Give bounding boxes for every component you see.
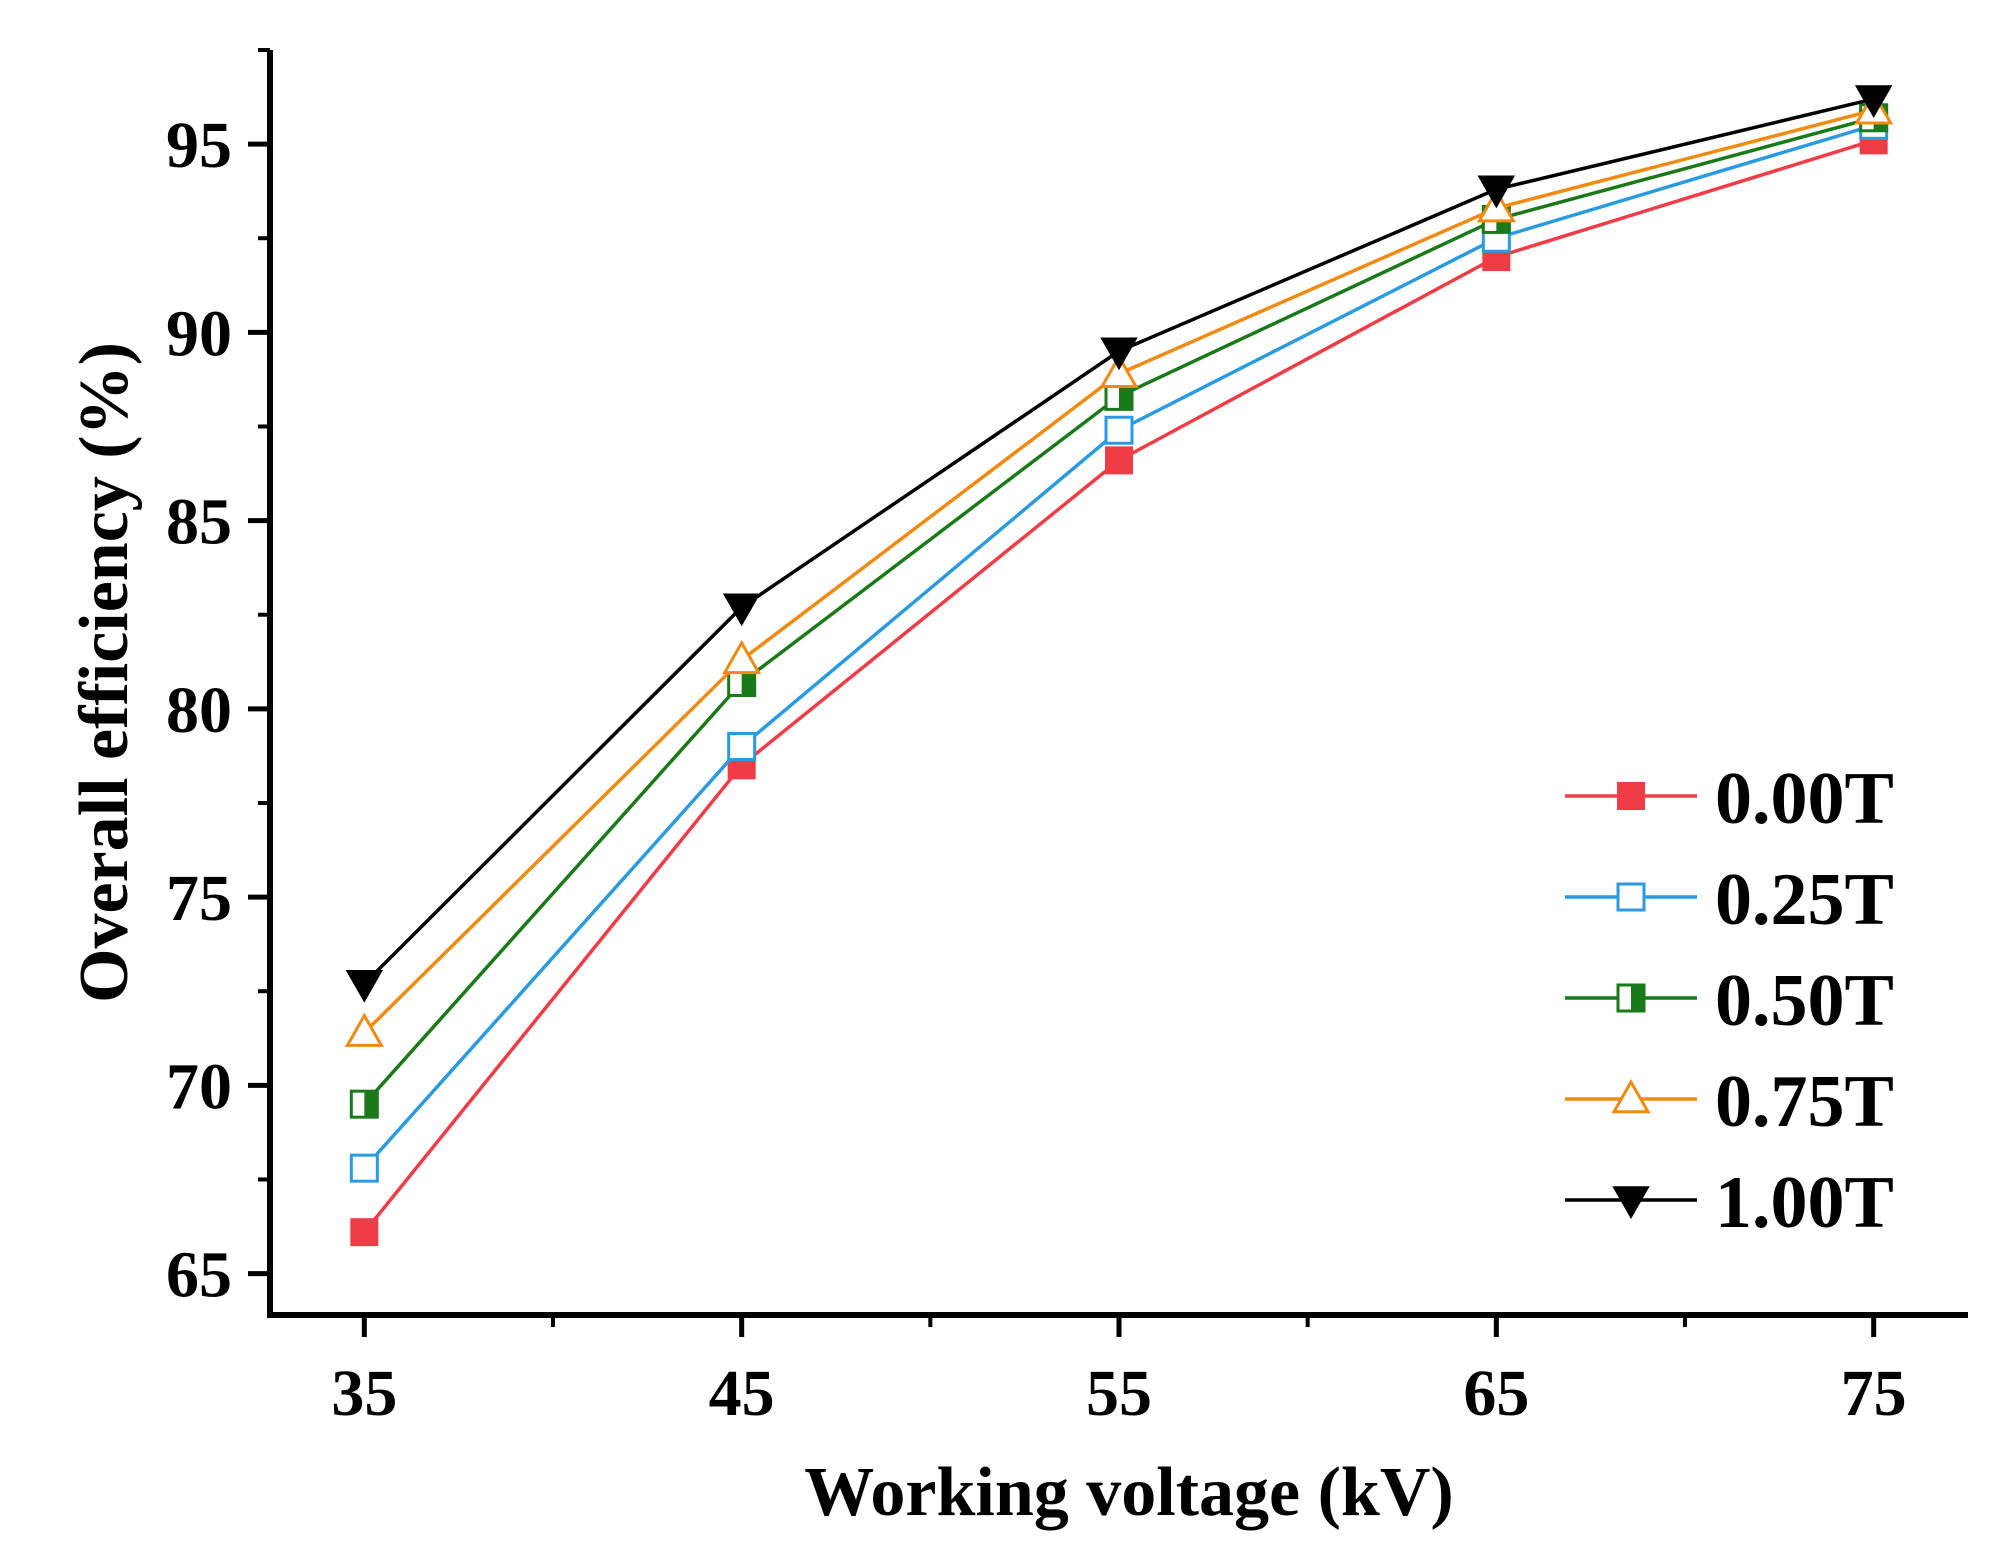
x-tick-label: 75 [1841,1357,1907,1430]
axes: 35 45 55 65 75 65 70 75 80 85 90 95 [166,48,1968,1430]
legend-label: 0.25T [1715,859,1894,941]
legend-marker [1612,1186,1650,1220]
data-point [1477,175,1516,209]
legend-marker [1611,1078,1651,1114]
y-tick-label: 90 [166,297,232,370]
x-tick-label: 55 [1086,1357,1152,1430]
y-tick-label: 75 [166,862,232,935]
y-tick-label: 70 [166,1050,232,1123]
data-point [349,1089,379,1119]
data-point [345,969,384,1003]
y-tick-label: 80 [166,674,232,747]
legend-entry: 0.50T [1565,960,1894,1042]
data-point [722,593,761,627]
series-0.75T [344,90,1894,1047]
series-line [363,108,1875,1034]
legend: 0.00T 0.25T 0.50T 0.75T 1.00T [1565,758,1894,1244]
legend-label: 1.00T [1715,1162,1894,1244]
data-point [1100,337,1138,371]
data-point [1099,353,1139,389]
legend-marker [1616,882,1646,912]
legend-entry: 0.25T [1565,859,1894,941]
legend-marker [1617,782,1645,810]
y-axis-title: Overall efficiency (%) [66,342,143,1003]
x-tick-label: 35 [331,1357,397,1430]
legend-entry: 0.75T [1565,1061,1894,1143]
legend-label: 0.50T [1715,960,1894,1042]
series-1.00T [345,85,1893,1003]
data-point [344,1012,384,1047]
x-tick-label: 65 [1463,1357,1529,1430]
data-point [349,1153,379,1183]
series-line [362,138,1875,1234]
legend-marker [1616,983,1646,1013]
series-line [363,123,1875,1170]
data-point [1854,85,1893,118]
data-point [350,1218,379,1247]
series-line [363,116,1875,1106]
y-tick-label: 65 [166,1239,232,1312]
series-0.00T [350,126,1888,1247]
data-point [1104,415,1134,445]
series-lines [344,85,1894,1247]
data-point [1105,446,1133,475]
x-axis-title: Working voltage (kV) [804,1454,1453,1531]
legend-entry: 0.00T [1565,758,1894,840]
series-0.25T [349,110,1889,1183]
data-point [722,639,762,675]
legend-label: 0.00T [1715,758,1894,840]
x-tick-label: 45 [709,1357,775,1430]
data-point [727,732,757,762]
y-tick-label: 95 [166,109,232,182]
y-tick-label: 85 [166,486,232,559]
legend-entry: 1.00T [1565,1162,1894,1244]
legend-label: 0.75T [1715,1061,1894,1143]
